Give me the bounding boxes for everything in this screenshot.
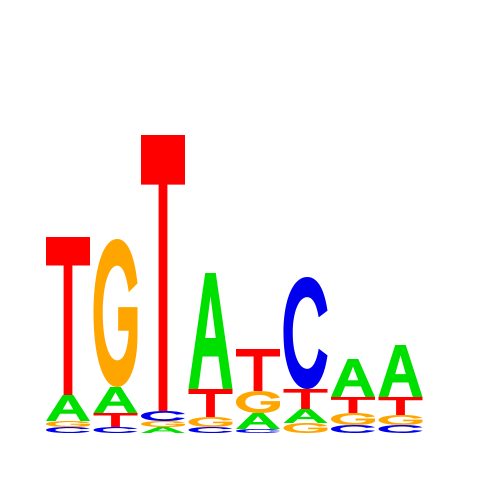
letter-g-pos1 bbox=[46, 421, 90, 427]
letter-g-pos4 bbox=[188, 417, 233, 427]
letter-g-pos7 bbox=[331, 413, 375, 425]
letter-c-pos2 bbox=[93, 427, 138, 433]
letter-c-pos4 bbox=[188, 427, 233, 433]
letter-t-pos1 bbox=[46, 237, 90, 395]
letter-c-pos6 bbox=[283, 277, 328, 389]
letter-t-pos7 bbox=[331, 397, 375, 413]
logo-column-2 bbox=[93, 239, 138, 433]
letter-t-pos6 bbox=[283, 389, 328, 409]
logo-column-5 bbox=[236, 349, 280, 433]
letter-g-pos6 bbox=[283, 423, 328, 433]
letter-a-pos7 bbox=[331, 359, 375, 397]
letter-c-pos5 bbox=[236, 429, 280, 433]
letter-g-pos2 bbox=[93, 239, 138, 387]
logo-column-4 bbox=[188, 273, 233, 433]
letter-c-pos7 bbox=[331, 425, 375, 433]
letter-a-pos8 bbox=[378, 345, 423, 397]
letter-t-pos4 bbox=[188, 389, 233, 417]
letter-t-pos5 bbox=[236, 349, 280, 391]
letter-a-pos4 bbox=[188, 273, 233, 389]
letter-t-pos3 bbox=[141, 135, 185, 411]
letter-c-pos8 bbox=[378, 425, 423, 433]
letter-g-pos3 bbox=[141, 421, 185, 427]
letter-g-pos8 bbox=[378, 415, 423, 425]
logo-column-6 bbox=[283, 277, 328, 433]
letter-a-pos3 bbox=[141, 427, 185, 433]
letter-c-pos1 bbox=[46, 427, 90, 433]
logo-column-3 bbox=[141, 135, 185, 433]
logo-column-1 bbox=[46, 237, 90, 433]
letter-t-pos8 bbox=[378, 397, 423, 415]
letter-t-pos2 bbox=[93, 413, 138, 427]
letter-c-pos3 bbox=[141, 411, 185, 421]
logo-column-7 bbox=[331, 359, 375, 433]
letter-a-pos5 bbox=[236, 413, 280, 429]
letter-a-pos2 bbox=[93, 387, 138, 413]
logo-column-8 bbox=[378, 345, 423, 433]
letter-g-pos5 bbox=[236, 391, 280, 413]
letter-a-pos6 bbox=[283, 409, 328, 423]
letter-a-pos1 bbox=[46, 395, 90, 421]
